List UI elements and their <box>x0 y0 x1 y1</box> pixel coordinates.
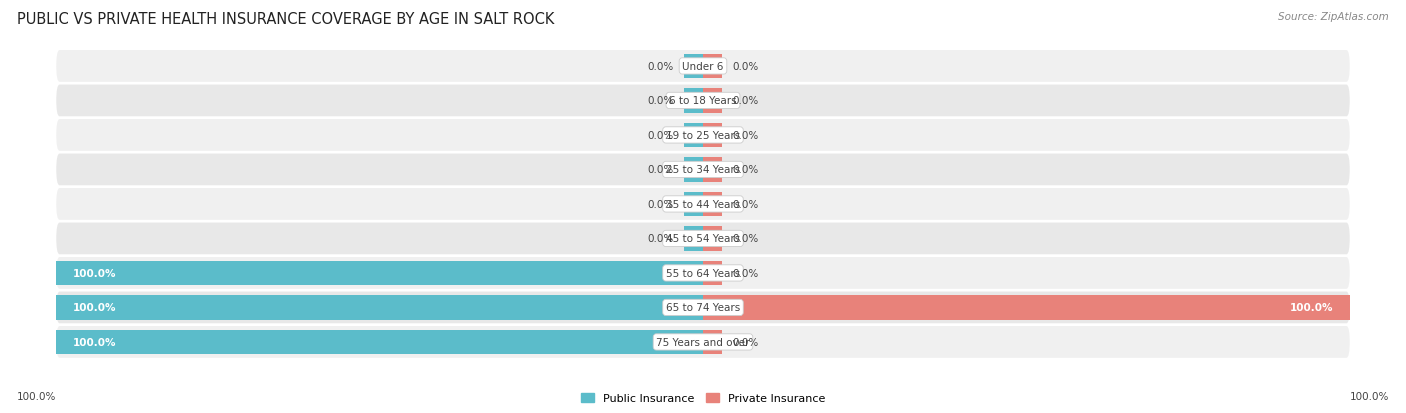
Text: 100.0%: 100.0% <box>1350 391 1389 401</box>
FancyBboxPatch shape <box>56 154 1350 186</box>
Text: 100.0%: 100.0% <box>73 303 115 313</box>
FancyBboxPatch shape <box>56 51 1350 83</box>
Text: 0.0%: 0.0% <box>733 234 758 244</box>
Text: 0.0%: 0.0% <box>733 96 758 106</box>
Text: 0.0%: 0.0% <box>648 131 673 140</box>
Text: Source: ZipAtlas.com: Source: ZipAtlas.com <box>1278 12 1389 22</box>
Text: 6 to 18 Years: 6 to 18 Years <box>669 96 737 106</box>
Text: 19 to 25 Years: 19 to 25 Years <box>666 131 740 140</box>
Bar <box>56 330 703 354</box>
Text: 0.0%: 0.0% <box>733 337 758 347</box>
Text: 0.0%: 0.0% <box>648 96 673 106</box>
Text: 55 to 64 Years: 55 to 64 Years <box>666 268 740 278</box>
FancyBboxPatch shape <box>56 120 1350 152</box>
Text: 0.0%: 0.0% <box>733 199 758 209</box>
Text: 0.0%: 0.0% <box>648 165 673 175</box>
Text: PUBLIC VS PRIVATE HEALTH INSURANCE COVERAGE BY AGE IN SALT ROCK: PUBLIC VS PRIVATE HEALTH INSURANCE COVER… <box>17 12 554 27</box>
FancyBboxPatch shape <box>56 292 1350 323</box>
FancyBboxPatch shape <box>56 223 1350 255</box>
Bar <box>683 123 703 148</box>
FancyBboxPatch shape <box>56 85 1350 117</box>
Bar <box>703 158 723 183</box>
Text: 0.0%: 0.0% <box>648 62 673 72</box>
Text: 45 to 54 Years: 45 to 54 Years <box>666 234 740 244</box>
Bar <box>683 158 703 183</box>
Text: Under 6: Under 6 <box>682 62 724 72</box>
Text: 0.0%: 0.0% <box>648 234 673 244</box>
Text: 35 to 44 Years: 35 to 44 Years <box>666 199 740 209</box>
Bar <box>683 89 703 114</box>
Bar <box>56 295 703 320</box>
Legend: Public Insurance, Private Insurance: Public Insurance, Private Insurance <box>581 393 825 404</box>
Text: 0.0%: 0.0% <box>733 131 758 140</box>
Text: 75 Years and over: 75 Years and over <box>657 337 749 347</box>
Text: 0.0%: 0.0% <box>733 165 758 175</box>
Bar <box>703 330 723 354</box>
Text: 100.0%: 100.0% <box>73 337 115 347</box>
Text: 0.0%: 0.0% <box>648 199 673 209</box>
Text: 25 to 34 Years: 25 to 34 Years <box>666 165 740 175</box>
Text: 0.0%: 0.0% <box>733 268 758 278</box>
Text: 100.0%: 100.0% <box>17 391 56 401</box>
Bar <box>703 192 723 217</box>
Bar <box>683 226 703 251</box>
Text: 100.0%: 100.0% <box>73 268 115 278</box>
Bar <box>683 192 703 217</box>
Text: 100.0%: 100.0% <box>1291 303 1333 313</box>
Bar <box>703 123 723 148</box>
Bar <box>56 261 703 286</box>
FancyBboxPatch shape <box>56 326 1350 358</box>
Bar <box>703 261 723 286</box>
Bar <box>703 295 1350 320</box>
Bar <box>683 55 703 79</box>
Text: 0.0%: 0.0% <box>733 62 758 72</box>
FancyBboxPatch shape <box>56 257 1350 289</box>
Text: 65 to 74 Years: 65 to 74 Years <box>666 303 740 313</box>
Bar <box>703 89 723 114</box>
FancyBboxPatch shape <box>56 189 1350 220</box>
Bar <box>703 226 723 251</box>
Bar <box>703 55 723 79</box>
